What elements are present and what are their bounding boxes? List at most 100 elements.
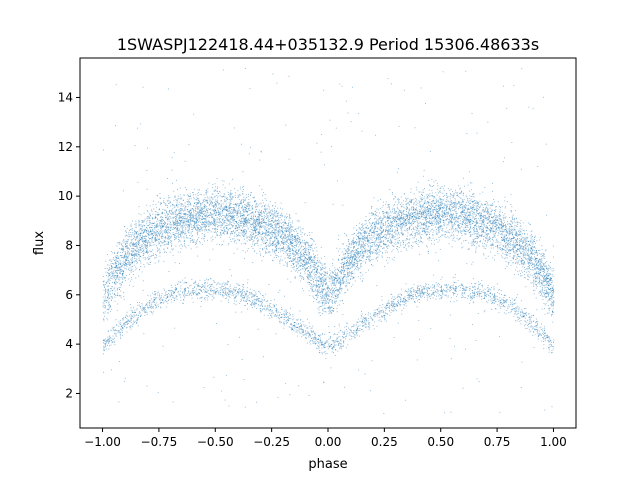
data-point (509, 223, 511, 225)
data-point (479, 226, 480, 228)
data-point (149, 261, 151, 263)
data-point (165, 210, 167, 212)
data-point (518, 274, 519, 276)
data-point (435, 198, 437, 200)
data-point (368, 269, 369, 271)
data-point (157, 229, 159, 231)
data-point (387, 248, 389, 249)
data-point (170, 226, 172, 228)
data-point (488, 204, 490, 206)
data-point (487, 240, 489, 242)
data-point (136, 231, 138, 232)
data-point (139, 225, 141, 227)
data-point (506, 230, 507, 232)
data-point (149, 245, 150, 247)
data-point (355, 249, 357, 250)
data-point (274, 244, 276, 246)
data-point (429, 237, 431, 239)
data-point (410, 213, 411, 214)
data-point (127, 252, 129, 254)
data-point (440, 202, 442, 204)
data-point (405, 205, 407, 207)
data-point (266, 222, 268, 223)
data-point (328, 288, 330, 290)
data-point (199, 214, 200, 216)
data-point (393, 198, 395, 200)
data-point (317, 268, 319, 270)
data-point (237, 190, 239, 192)
data-point (230, 215, 232, 217)
data-point (411, 206, 413, 208)
data-point (105, 306, 106, 308)
data-point (463, 205, 465, 207)
data-point (542, 270, 544, 272)
data-point (312, 280, 314, 282)
data-point (492, 257, 494, 259)
data-point (341, 262, 343, 263)
data-point (472, 195, 474, 197)
data-point (476, 202, 478, 204)
data-point (116, 257, 118, 259)
data-point (362, 241, 364, 243)
data-point (482, 191, 484, 193)
data-point (520, 240, 522, 242)
data-point (108, 290, 109, 291)
data-point (137, 232, 139, 234)
data-point (382, 231, 384, 233)
data-point (245, 204, 247, 206)
data-point (282, 233, 284, 235)
data-point (527, 245, 529, 247)
data-point (108, 301, 110, 303)
data-point (146, 241, 148, 243)
data-point (186, 221, 188, 223)
data-point (523, 248, 525, 250)
data-point (265, 247, 267, 249)
data-point (244, 209, 246, 211)
data-point (433, 208, 435, 210)
data-point (267, 224, 269, 226)
data-point (328, 300, 330, 301)
data-point (205, 215, 207, 216)
data-point (311, 284, 313, 285)
data-point (276, 248, 278, 250)
data-point (348, 249, 350, 250)
data-point (285, 241, 287, 243)
data-point (353, 264, 355, 265)
data-point (484, 211, 486, 213)
data-point (344, 261, 346, 263)
data-point (106, 297, 108, 299)
data-point (410, 202, 412, 204)
data-point (295, 260, 297, 262)
data-point (531, 230, 533, 232)
data-point (489, 220, 491, 221)
data-point (348, 255, 349, 256)
data-point (133, 234, 135, 236)
data-point (381, 237, 382, 238)
data-point (435, 204, 437, 206)
data-point (158, 224, 160, 226)
data-point (548, 268, 550, 270)
data-point (348, 282, 349, 284)
data-point (393, 218, 395, 220)
data-point (397, 212, 399, 214)
data-point (535, 272, 537, 274)
data-point (461, 235, 463, 236)
data-point (387, 216, 388, 218)
data-point (148, 224, 150, 226)
data-point (182, 221, 184, 223)
data-point (516, 217, 517, 219)
data-point (243, 200, 245, 202)
data-point (218, 208, 220, 210)
data-point (195, 213, 197, 215)
data-point (410, 200, 412, 202)
data-point (319, 285, 321, 287)
data-point (250, 223, 252, 225)
data-point (398, 246, 400, 248)
data-point (306, 276, 308, 278)
data-point (186, 189, 187, 190)
data-point (549, 299, 551, 301)
data-point (427, 226, 429, 228)
data-point (109, 280, 111, 281)
data-point (294, 245, 296, 246)
data-point (476, 205, 478, 207)
